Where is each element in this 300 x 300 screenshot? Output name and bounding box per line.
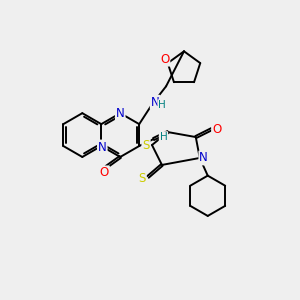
Text: O: O bbox=[160, 52, 170, 66]
Text: H: H bbox=[158, 100, 166, 110]
Text: N: N bbox=[116, 107, 124, 120]
Text: O: O bbox=[212, 123, 221, 136]
Text: N: N bbox=[151, 96, 160, 109]
Text: S: S bbox=[138, 172, 146, 185]
Text: H: H bbox=[160, 132, 167, 142]
Text: N: N bbox=[98, 140, 106, 154]
Text: O: O bbox=[100, 167, 109, 179]
Text: S: S bbox=[142, 139, 150, 152]
Text: N: N bbox=[200, 152, 208, 164]
